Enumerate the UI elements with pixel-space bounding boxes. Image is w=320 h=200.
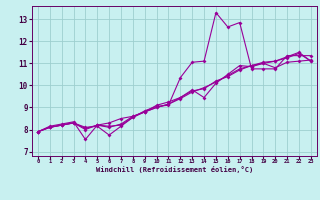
X-axis label: Windchill (Refroidissement éolien,°C): Windchill (Refroidissement éolien,°C) [96, 166, 253, 173]
